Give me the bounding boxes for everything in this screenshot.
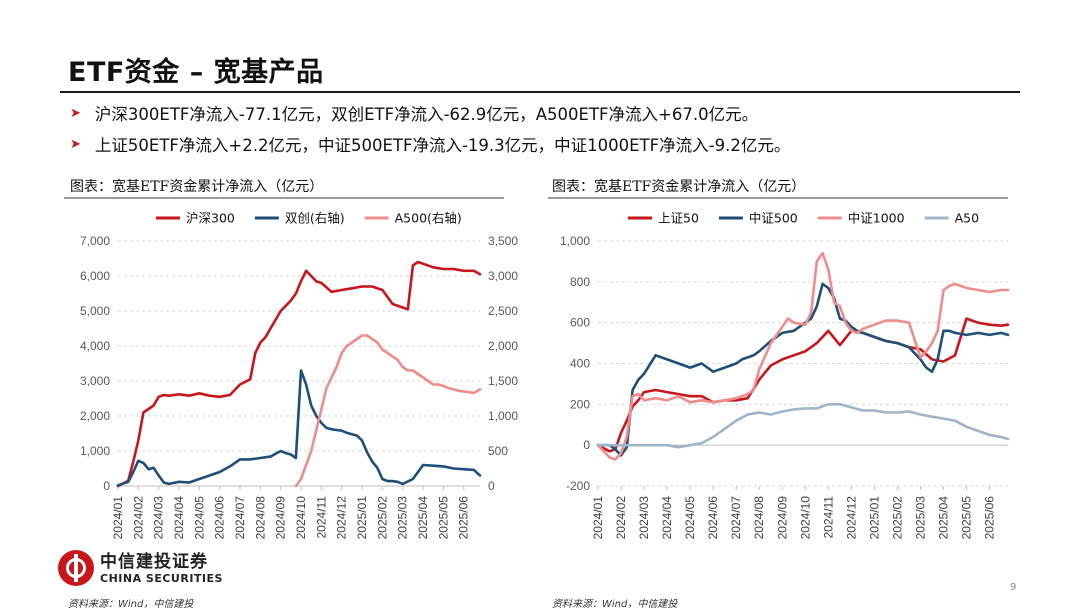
y2-tick-label: 1,000 [488,409,518,423]
x-tick-label: 2024/12 [335,496,349,540]
y-tick-label: 7,000 [80,234,110,248]
x-tick-label: 2024/07 [729,496,743,540]
legend-label-1: 上证50 [658,211,699,226]
legend-label-2: 中证500 [749,211,798,226]
y2-tick-label: 1,500 [488,374,518,388]
logo-english-name: CHINA SECURITIES [100,571,223,585]
x-tick-label: 2024/02 [131,496,145,540]
slide-title: ETF资金 – 宽基产品 [68,57,324,88]
x-tick-label: 2024/07 [233,496,247,540]
x-tick-label: 2024/10 [294,496,308,540]
x-tick-label: 2024/06 [213,496,227,540]
x-tick-label: 2025/04 [416,496,430,540]
y-tick-label: 1,000 [560,234,590,248]
x-tick-label: 2025/02 [890,496,904,540]
page-number: 9 [1010,582,1017,593]
y-tick-label: -200 [566,479,590,493]
series-line-4 [596,403,1010,449]
y-tick-label: 5,000 [80,304,110,318]
series-line-3 [596,252,1010,461]
logo-emblem-icon [58,550,94,586]
company-logo: 中信建投证券 CHINA SECURITIES [58,550,223,586]
legend-label-2: 双创(右轴) [285,211,345,226]
x-tick-label: 2024/09 [274,496,288,540]
bullet-1: ➤ 沪深300ETF净流入-77.1亿元，双创ETF净流入-62.9亿元，A50… [70,101,758,125]
y2-tick-label: 2,000 [488,339,518,353]
source-note-right: 资料来源：Wind，中信建投 [552,599,678,610]
x-tick-label: 2024/03 [152,496,166,540]
x-tick-label: 2024/01 [591,496,605,540]
title-divider [60,91,1020,93]
x-tick-label: 2025/03 [396,496,410,540]
chart-2-figure-title: 图表：宽基ETF资金累计净流入（亿元） [552,179,806,195]
y2-tick-label: 3,500 [488,234,518,248]
x-tick-label: 2025/02 [375,496,389,540]
x-tick-label: 2024/08 [253,496,267,540]
legend-label-3: 中证1000 [848,211,905,226]
y-tick-label: 4,000 [80,339,110,353]
source-note-left: 资料来源：Wind，中信建投 [68,599,194,610]
logo-chinese-name: 中信建投证券 [100,551,208,572]
chart-1-figure-title: 图表：宽基ETF资金累计净流入（亿元） [70,179,324,195]
y-tick-label: 600 [570,316,590,330]
x-tick-label: 2024/06 [706,496,720,540]
x-tick-label: 2025/04 [937,496,951,540]
x-tick-label: 2024/12 [844,496,858,540]
y2-tick-label: 500 [488,444,508,458]
x-tick-label: 2025/06 [983,496,997,540]
y-tick-label: 6,000 [80,269,110,283]
x-tick-label: 2024/04 [172,496,186,540]
x-tick-label: 2024/03 [637,496,651,540]
y-tick-label: 0 [103,479,110,493]
series-line-1 [596,317,1010,453]
x-tick-label: 2024/02 [614,496,628,540]
series-line-1 [116,260,482,488]
bullet-arrow-icon: ➤ [70,136,81,152]
legend-label-3: A500(右轴) [395,211,462,226]
bullet-2: ➤ 上证50ETF净流入+2.2亿元，中证500ETF净流入-19.3亿元，中证… [70,132,790,156]
x-tick-label: 2024/11 [821,496,835,539]
x-tick-label: 2025/03 [913,496,927,540]
y2-tick-label: 0 [488,479,495,493]
y2-tick-label: 3,000 [488,269,518,283]
legend-label-4: A50 [955,211,980,226]
x-tick-label: 2024/10 [798,496,812,540]
series-line-3 [294,334,482,488]
y2-tick-label: 2,500 [488,304,518,318]
x-tick-label: 2024/11 [314,496,328,539]
bullet-1-text: 沪深300ETF净流入-77.1亿元，双创ETF净流入-62.9亿元，A500E… [94,105,759,124]
x-tick-label: 2024/05 [683,496,697,540]
y-tick-label: 2,000 [80,409,110,423]
bullet-2-text: 上证50ETF净流入+2.2亿元，中证500ETF净流入-19.3亿元，中证10… [94,136,791,155]
y-tick-label: 800 [570,275,590,289]
x-tick-label: 2024/08 [752,496,766,540]
series-line-2 [596,282,1010,457]
y-tick-label: 0 [583,438,590,452]
x-tick-label: 2025/01 [867,496,881,540]
x-tick-label: 2024/01 [111,496,125,540]
bullet-arrow-icon: ➤ [70,105,81,121]
y-tick-label: 400 [570,357,590,371]
chart-2-title-rule [548,197,1008,199]
legend-label-1: 沪深300 [186,211,235,226]
y-tick-label: 200 [570,397,590,411]
x-tick-label: 2025/05 [436,496,450,540]
x-tick-label: 2024/05 [192,496,206,540]
chart-1-title-rule [64,197,504,199]
x-tick-label: 2024/09 [775,496,789,540]
series-line-2 [116,369,482,487]
y-tick-label: 1,000 [80,444,110,458]
x-tick-label: 2025/06 [457,496,471,540]
x-tick-label: 2025/05 [960,496,974,540]
x-tick-label: 2024/04 [660,496,674,540]
y-tick-label: 3,000 [80,374,110,388]
x-tick-label: 2025/01 [355,496,369,540]
